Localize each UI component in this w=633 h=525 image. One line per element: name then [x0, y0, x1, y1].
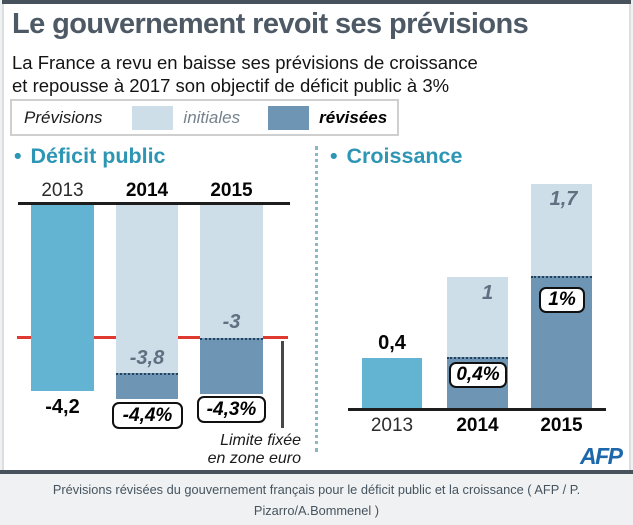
growth-2014-revised-value-box: 0,4%	[449, 362, 507, 388]
deficit-bar-2013-actual	[31, 205, 94, 391]
top-border-bar	[2, 0, 631, 4]
euro-limit-bracket-line	[281, 341, 284, 428]
revised-color-swatch	[268, 105, 310, 130]
deficit-bar-2015-initial	[200, 205, 263, 338]
legend-revisees-label: révisées	[319, 107, 388, 127]
deficit-2013-value: -4,2	[45, 396, 80, 418]
growth-baseline-axis	[348, 408, 606, 411]
growth-2014-initial-value: 1	[481, 282, 494, 304]
deficit-section-title: • Déficit public	[14, 144, 166, 169]
image-caption: Prévisions révisées du gouvernement fran…	[52, 482, 581, 519]
deficit-2014-initial-value: -3,8	[129, 347, 165, 369]
growth-2015-initial-value: 1,7	[549, 188, 578, 210]
bullet-icon: •	[330, 144, 338, 168]
euro-limit-note: Limite fixée en zone euro	[207, 432, 301, 467]
growth-title-text: Croissance	[346, 144, 463, 168]
growth-2013-value: 0,4	[378, 332, 406, 354]
deficit-2015-initial-value: -3	[222, 311, 241, 333]
deficit-zero-axis	[18, 202, 290, 205]
bottom-border-bar	[0, 470, 633, 474]
deficit-year-2015: 2015	[210, 180, 253, 201]
legend-initiales-label: initiales	[183, 107, 241, 127]
legend-title: Prévisions	[24, 107, 103, 127]
growth-section-title: • Croissance	[330, 144, 462, 169]
deficit-2014-revised-value-box: -4,4%	[112, 402, 183, 429]
subtitle: La France a revu en baisse ses prévision…	[12, 52, 478, 96]
deficit-bar-2015-revised	[200, 338, 263, 394]
deficit-bar-2014-revised	[116, 373, 178, 399]
growth-bar-2013-actual	[362, 358, 422, 410]
growth-year-2014: 2014	[456, 415, 499, 436]
deficit-2015-revised-value-box: -4,3%	[197, 396, 266, 423]
growth-2015-revised-value-box: 1%	[539, 287, 585, 313]
deficit-year-2013: 2013	[41, 180, 84, 201]
initial-color-swatch	[132, 105, 174, 130]
page-title: Le gouvernement revoit ses prévisions	[12, 8, 529, 40]
deficit-title-text: Déficit public	[30, 144, 166, 168]
deficit-year-2014: 2014	[125, 180, 169, 201]
bullet-icon: •	[14, 144, 22, 168]
afp-logo: AFP	[580, 443, 623, 469]
section-divider	[315, 146, 318, 452]
growth-year-2015: 2015	[540, 415, 583, 436]
deficit-bar-2014-initial	[116, 205, 178, 373]
growth-year-2013: 2013	[370, 415, 414, 436]
legend: Prévisions initiales révisées	[10, 99, 399, 136]
